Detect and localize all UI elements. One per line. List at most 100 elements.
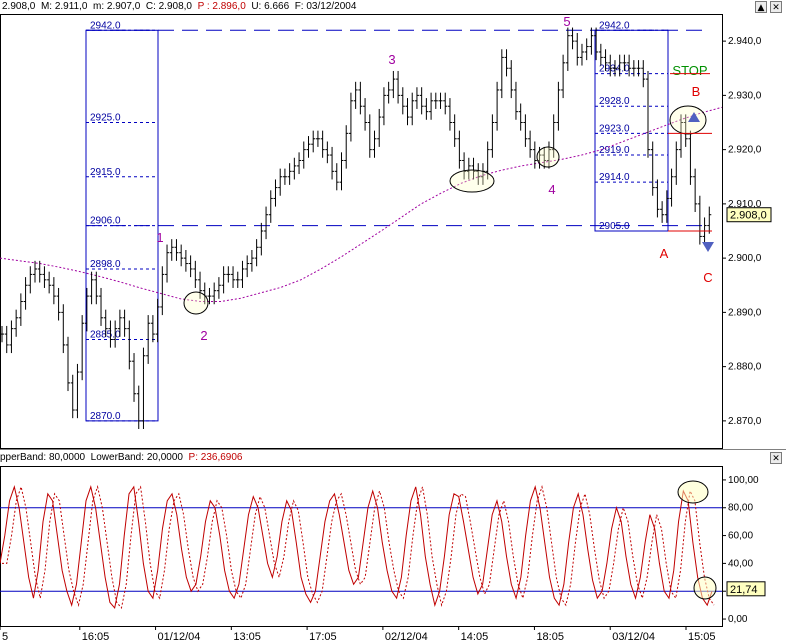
osc-highlight-ellipse xyxy=(693,576,717,600)
price-bar xyxy=(61,304,66,354)
price-bar xyxy=(212,282,217,305)
last-osc-label: 21,74 xyxy=(730,584,758,596)
price-bar xyxy=(155,298,160,343)
wave-label-4: 4 xyxy=(548,182,555,197)
price-bar xyxy=(320,130,325,158)
price-bar xyxy=(42,266,47,288)
price-bar xyxy=(575,32,580,66)
price-bar xyxy=(231,266,236,288)
price-bar xyxy=(160,266,165,316)
fib-label-left: 2915.0 xyxy=(90,167,121,178)
fib-label-left: 2906.0 xyxy=(90,216,121,227)
highlight-ellipse xyxy=(449,169,495,193)
fib-label-right: 2919.0 xyxy=(599,145,630,156)
price-bar xyxy=(405,98,410,126)
price-bar xyxy=(612,60,617,77)
price-bar xyxy=(287,163,292,185)
price-bar xyxy=(532,141,537,169)
price-bar xyxy=(693,168,698,213)
price-bar xyxy=(386,81,391,104)
fib-label-right: 2928.0 xyxy=(599,96,630,107)
header-field-1: M: 2.911,0 xyxy=(40,1,88,12)
wave-label-2: 2 xyxy=(200,328,207,343)
oscillator-signal-line xyxy=(2,485,715,610)
close-button[interactable]: ✕ xyxy=(770,1,782,13)
price-bar xyxy=(513,81,518,120)
price-bar xyxy=(546,141,551,169)
price-bar xyxy=(103,309,108,337)
price-bar xyxy=(56,287,61,321)
price-bar xyxy=(9,320,14,354)
price-bar xyxy=(28,266,33,294)
header-field-6: F: 03/12/2004 xyxy=(294,1,357,12)
price-bar xyxy=(396,70,401,104)
price-bar xyxy=(650,141,655,196)
price-bar xyxy=(669,168,674,207)
price-bar xyxy=(132,353,137,402)
price-bar xyxy=(707,206,712,234)
price-bar xyxy=(66,336,71,392)
header-field-3: C: 2.908,0 xyxy=(145,1,192,12)
price-bar xyxy=(438,92,443,109)
price-bar xyxy=(84,287,89,332)
header-field-2: m: 2.907,0 xyxy=(93,1,141,12)
oscillator-panel-frame xyxy=(0,466,723,627)
price-bar xyxy=(94,271,99,305)
price-bar xyxy=(589,27,594,55)
price-ytick-label: 2.910,0 xyxy=(728,199,762,210)
oscillator-close-button[interactable]: ✕ xyxy=(770,452,782,464)
price-bar xyxy=(391,70,396,99)
price-bar xyxy=(636,60,641,77)
price-bar xyxy=(33,260,38,283)
price-bar xyxy=(245,255,250,278)
fib-label-left: 2942.0 xyxy=(90,20,121,31)
wave-label-c: C xyxy=(703,270,712,285)
price-bar xyxy=(622,54,627,71)
price-bar xyxy=(188,255,193,278)
price-bar xyxy=(429,92,434,120)
price-bar xyxy=(330,146,335,180)
price-bar xyxy=(339,152,344,191)
price-bar xyxy=(433,92,438,109)
price-bar xyxy=(216,277,221,299)
price-bar xyxy=(565,27,570,71)
price-bar xyxy=(495,81,500,131)
price-bar xyxy=(183,249,188,272)
header-field-5: U: 6.666 xyxy=(251,1,290,12)
price-bar xyxy=(348,92,353,142)
fib-label-right: 2942.0 xyxy=(599,20,630,31)
osc-lower-band: LowerBand: 20,0000 xyxy=(90,452,183,463)
osc-ytick-label: 80,00 xyxy=(728,503,753,514)
price-bar xyxy=(99,287,104,326)
price-header: 2.908,0 M: 2.911,0 m: 2.907,0 C: 2.908,0… xyxy=(2,1,356,12)
price-bar xyxy=(400,87,405,115)
price-bar xyxy=(273,179,278,207)
last-osc-box xyxy=(726,581,766,597)
price-bar xyxy=(122,309,127,337)
price-bar xyxy=(259,222,264,256)
price-bar xyxy=(80,315,85,381)
price-bar xyxy=(499,49,504,99)
price-bar xyxy=(292,157,297,180)
price-bar xyxy=(655,179,660,218)
wave-label-stop: STOP xyxy=(672,63,707,78)
price-bar xyxy=(193,260,198,288)
price-bar xyxy=(14,309,19,337)
price-bar xyxy=(452,114,457,147)
price-bar xyxy=(249,249,254,272)
price-bar xyxy=(608,54,613,77)
price-bar xyxy=(504,49,509,77)
scroll-up-button[interactable]: ▲ xyxy=(755,1,767,13)
wave-label-3: 3 xyxy=(388,52,395,67)
price-bar xyxy=(315,130,320,147)
price-ytick-label: 2.880,0 xyxy=(728,362,762,373)
price-bar xyxy=(136,385,141,430)
price-ytick-label: 2.900,0 xyxy=(728,253,762,264)
price-bar xyxy=(198,271,203,299)
price-bar xyxy=(297,152,302,175)
oscillator-line xyxy=(0,485,713,610)
osc-p-value: P: 236,6906 xyxy=(188,452,243,463)
osc-highlight-ellipse xyxy=(677,480,709,504)
price-bar xyxy=(556,81,561,131)
